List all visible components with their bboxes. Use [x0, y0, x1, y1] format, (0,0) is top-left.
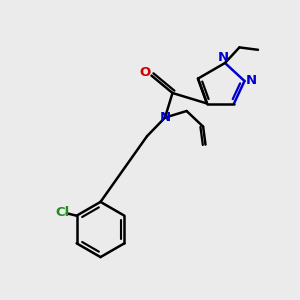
Text: N: N [159, 111, 171, 124]
Text: O: O [139, 66, 151, 79]
Text: Cl: Cl [55, 206, 69, 219]
Text: N: N [245, 74, 257, 88]
Text: N: N [218, 51, 229, 64]
